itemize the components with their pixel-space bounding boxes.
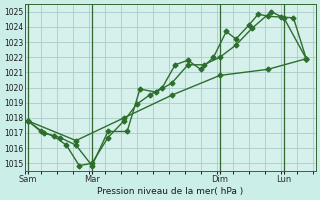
- X-axis label: Pression niveau de la mer( hPa ): Pression niveau de la mer( hPa ): [97, 187, 244, 196]
